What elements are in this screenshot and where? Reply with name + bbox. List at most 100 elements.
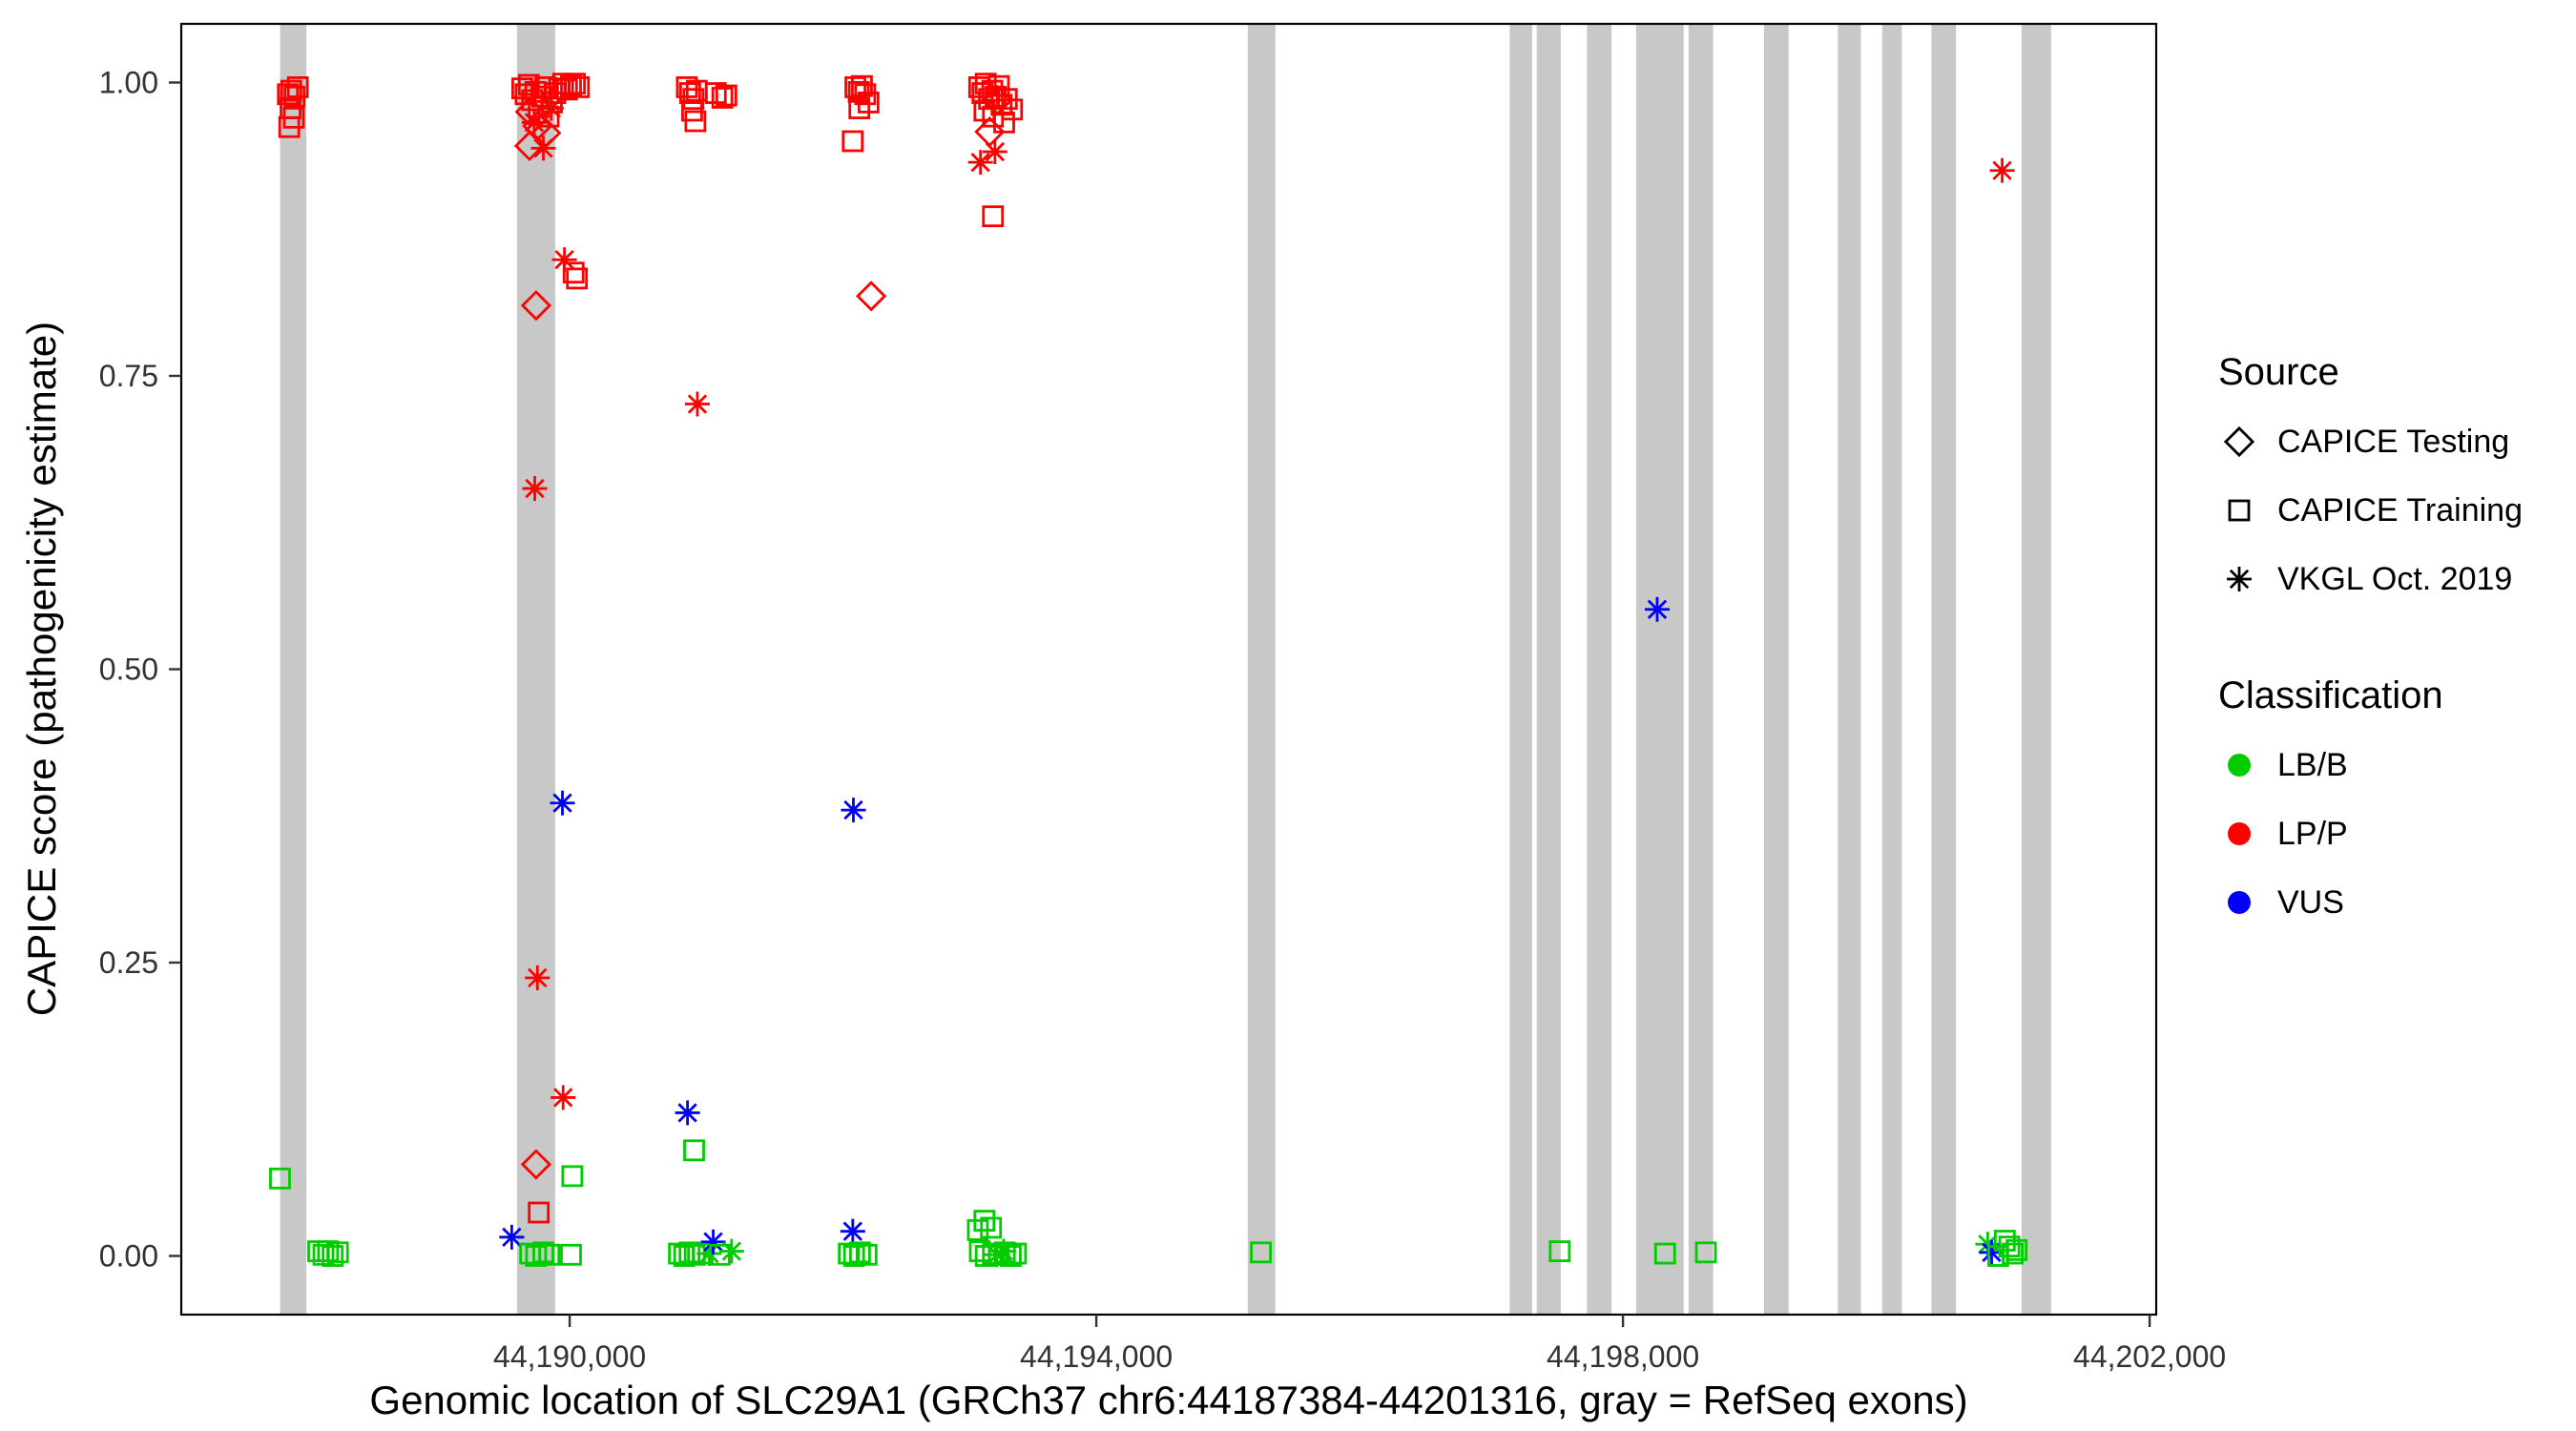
data-point <box>568 76 591 98</box>
data-point <box>855 1243 878 1266</box>
x-tick-label: 44,194,000 <box>1020 1339 1173 1374</box>
data-point <box>517 73 540 96</box>
data-point <box>848 1241 871 1264</box>
data-point <box>286 76 309 98</box>
exon-bar <box>516 24 555 1315</box>
exon-bar <box>2021 24 2051 1315</box>
legend-item-label: VUS <box>2277 883 2344 921</box>
diamond-glyph <box>2223 425 2255 458</box>
exon-bar <box>1838 24 1861 1315</box>
data-point <box>1694 1241 1717 1264</box>
data-point <box>982 84 1013 116</box>
data-point <box>711 87 734 109</box>
data-point <box>550 790 575 816</box>
y-tick-label: 0.25 <box>99 945 158 980</box>
x-tick-label: 44,202,000 <box>2073 1339 2226 1374</box>
data-point <box>513 130 546 162</box>
exon-bar <box>1587 24 1612 1315</box>
data-point <box>278 115 301 138</box>
data-point <box>678 82 701 104</box>
data-point <box>980 1216 1003 1239</box>
x-tick-label: 44,198,000 <box>1547 1339 1699 1374</box>
data-point <box>322 1245 344 1267</box>
legend-item-lbb: LB/B <box>2218 731 2523 799</box>
data-point <box>280 79 302 102</box>
data-point <box>326 1241 349 1264</box>
legend-item-square: CAPICE Training <box>2218 476 2523 545</box>
y-tick-label: 0.50 <box>99 653 158 687</box>
legend-item-asterisk: VKGL Oct. 2019 <box>2218 545 2523 613</box>
legend-item-label: LP/P <box>2277 815 2348 852</box>
exon-bar <box>1931 24 1957 1315</box>
data-point <box>841 798 866 823</box>
legend-item-label: VKGL Oct. 2019 <box>2277 560 2513 597</box>
legend-item-diamond: CAPICE Testing <box>2218 407 2523 476</box>
y-tick-label: 0.75 <box>99 359 158 393</box>
data-point <box>551 1085 576 1110</box>
data-point <box>684 391 710 417</box>
data-point <box>683 1139 705 1162</box>
data-point <box>566 267 589 290</box>
data-point <box>855 280 887 312</box>
color-dot <box>2228 754 2251 777</box>
data-point <box>1250 1241 1272 1264</box>
legend-item-label: LB/B <box>2277 746 2348 783</box>
data-point <box>561 1165 584 1188</box>
data-point <box>551 247 577 273</box>
data-point <box>982 139 1008 165</box>
data-point <box>562 261 585 284</box>
data-point <box>718 1238 744 1264</box>
exon-bar <box>280 24 307 1315</box>
data-point <box>715 84 737 107</box>
exon-bar <box>1763 24 1789 1315</box>
data-point <box>528 1201 551 1224</box>
data-point <box>700 1229 726 1255</box>
data-point <box>840 1218 865 1244</box>
x-axis-title: Genomic location of SLC29A1 (GRCh37 chr6… <box>369 1378 1968 1422</box>
square-icon <box>2228 499 2251 522</box>
color-dot <box>2228 891 2251 914</box>
x-tick-label: 44,190,000 <box>493 1339 646 1374</box>
data-point <box>1644 596 1670 622</box>
legend: Source CAPICE Testing CAPICE Training VKGL… <box>2218 351 2523 937</box>
data-point <box>538 95 564 121</box>
data-point <box>269 1167 291 1190</box>
data-point <box>521 110 547 135</box>
data-point <box>560 1243 582 1266</box>
data-point <box>555 78 578 101</box>
y-axis-title: CAPICE score (pathogenicity estimate) <box>19 321 64 1017</box>
data-point <box>973 1210 996 1232</box>
data-point <box>522 476 548 502</box>
data-point <box>974 116 1006 148</box>
circle-icon <box>2228 822 2251 845</box>
data-point <box>525 964 551 990</box>
data-point <box>842 1245 865 1267</box>
data-point <box>564 73 587 95</box>
legend-item-label: CAPICE Testing <box>2277 423 2510 460</box>
data-point <box>1653 1242 1676 1265</box>
y-tick-label: 1.00 <box>99 66 158 100</box>
data-point <box>675 1100 700 1126</box>
diamond-icon <box>2223 425 2255 458</box>
legend-classification-title: Classification <box>2218 674 2443 716</box>
legend-source-title: Source <box>2218 351 2339 393</box>
data-point <box>848 97 871 119</box>
y-tick-label: 0.00 <box>99 1239 158 1274</box>
legend-item-label: CAPICE Training <box>2277 491 2523 529</box>
exon-bar <box>1509 24 1532 1315</box>
legend-item-vus: VUS <box>2218 868 2523 937</box>
circle-icon <box>2228 754 2251 777</box>
data-point <box>1989 157 2015 183</box>
data-point <box>538 1243 561 1266</box>
asterisk-icon <box>2227 567 2252 591</box>
data-point <box>841 130 864 153</box>
data-point <box>1986 1245 2009 1267</box>
legend-source-items: CAPICE Testing CAPICE Training VKGL Oct. 2… <box>2218 407 2523 613</box>
legend-classification-items: LB/B LP/P VUS <box>2218 731 2523 937</box>
circle-icon <box>2228 891 2251 914</box>
asterisk-glyph <box>2227 567 2252 591</box>
data-point <box>2002 1242 2024 1265</box>
color-dot <box>2228 822 2251 845</box>
data-point <box>1548 1240 1571 1262</box>
data-point <box>525 1245 548 1267</box>
